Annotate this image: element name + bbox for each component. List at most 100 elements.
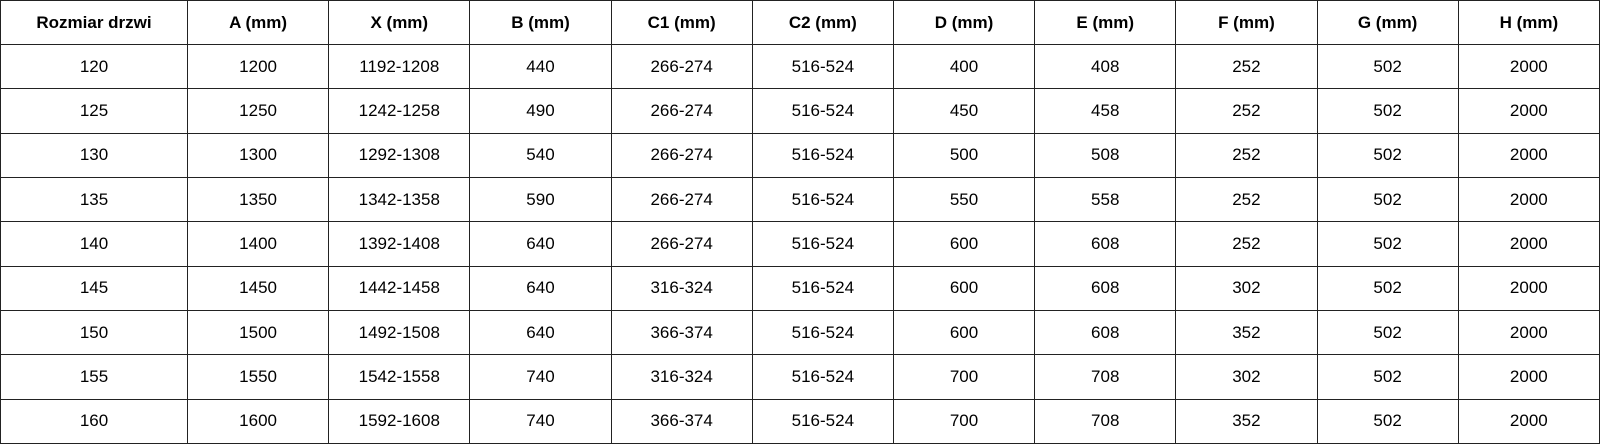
table-cell: 252 <box>1175 43 1318 90</box>
column-header: C2 (mm) <box>751 0 894 45</box>
table-cell: 2000 <box>1457 176 1600 223</box>
table-cell: 502 <box>1316 265 1459 311</box>
table-cell: 708 <box>1034 398 1177 444</box>
table-cell: 2000 <box>1457 88 1600 134</box>
table-cell: 266-274 <box>610 88 753 134</box>
table-cell: 150 <box>0 309 188 356</box>
table-row: 145 1450 1442-1458 640 316-324 516-524 600 608 3… <box>0 265 1600 311</box>
table-cell: 130 <box>0 132 188 178</box>
table-cell: 1242-1258 <box>328 88 471 134</box>
column-header: X (mm) <box>328 0 471 45</box>
table-cell: 266-274 <box>610 176 753 223</box>
table-row: 125 1250 1242-1258 490 266-274 516-524 450 458 2… <box>0 88 1600 134</box>
table-cell: 700 <box>892 398 1036 444</box>
table-cell: 1442-1458 <box>328 265 471 311</box>
table-cell: 516-524 <box>751 265 894 311</box>
table-cell: 502 <box>1316 43 1459 90</box>
table-cell: 1292-1308 <box>328 132 471 178</box>
table-row: 160 1600 1592-1608 740 366-374 516-524 700 708 3… <box>0 398 1600 444</box>
table-cell: 590 <box>469 176 612 223</box>
table-cell: 366-374 <box>610 309 753 356</box>
table-cell: 502 <box>1316 88 1459 134</box>
table-cell: 2000 <box>1457 265 1600 311</box>
table-cell: 352 <box>1175 398 1318 444</box>
table-cell: 1192-1208 <box>328 43 471 90</box>
table-cell: 2000 <box>1457 221 1600 267</box>
table-cell: 252 <box>1175 88 1318 134</box>
table-cell: 316-324 <box>610 354 753 400</box>
table-cell: 302 <box>1175 354 1318 400</box>
table-cell: 135 <box>0 176 188 223</box>
table-cell: 740 <box>469 398 612 444</box>
column-header: F (mm) <box>1175 0 1318 45</box>
table-cell: 125 <box>0 88 188 134</box>
table-cell: 502 <box>1316 398 1459 444</box>
table-cell: 2000 <box>1457 43 1600 90</box>
table-cell: 352 <box>1175 309 1318 356</box>
table-cell: 540 <box>469 132 612 178</box>
table-cell: 2000 <box>1457 354 1600 400</box>
table-cell: 1250 <box>186 88 330 134</box>
table-cell: 1350 <box>186 176 330 223</box>
table-cell: 2000 <box>1457 398 1600 444</box>
table-row: 120 1200 1192-1208 440 266-274 516-524 400 408 2… <box>0 43 1600 90</box>
table-cell: 316-324 <box>610 265 753 311</box>
table-cell: 502 <box>1316 176 1459 223</box>
table-cell: 302 <box>1175 265 1318 311</box>
table-cell: 640 <box>469 265 612 311</box>
table-cell: 1600 <box>186 398 330 444</box>
table-cell: 1450 <box>186 265 330 311</box>
table-cell: 120 <box>0 43 188 90</box>
table-cell: 266-274 <box>610 43 753 90</box>
table-cell: 558 <box>1034 176 1177 223</box>
table-cell: 516-524 <box>751 354 894 400</box>
table-row: 130 1300 1292-1308 540 266-274 516-524 500 508 2… <box>0 132 1600 178</box>
table-cell: 608 <box>1034 309 1177 356</box>
table-cell: 408 <box>1034 43 1177 90</box>
table-cell: 160 <box>0 398 188 444</box>
column-header: B (mm) <box>469 0 612 45</box>
table-cell: 266-274 <box>610 221 753 267</box>
table-cell: 502 <box>1316 132 1459 178</box>
column-header: G (mm) <box>1316 0 1459 45</box>
table-cell: 1400 <box>186 221 330 267</box>
column-header: Rozmiar drzwi <box>0 0 188 45</box>
table-cell: 2000 <box>1457 309 1600 356</box>
table-cell: 1592-1608 <box>328 398 471 444</box>
table-cell: 516-524 <box>751 43 894 90</box>
table-cell: 600 <box>892 221 1036 267</box>
table-cell: 700 <box>892 354 1036 400</box>
table-cell: 1342-1358 <box>328 176 471 223</box>
table-cell: 458 <box>1034 88 1177 134</box>
table-cell: 708 <box>1034 354 1177 400</box>
table-cell: 1542-1558 <box>328 354 471 400</box>
table-cell: 140 <box>0 221 188 267</box>
table-cell: 640 <box>469 309 612 356</box>
table-cell: 1200 <box>186 43 330 90</box>
table-cell: 502 <box>1316 221 1459 267</box>
table-cell: 516-524 <box>751 176 894 223</box>
table-cell: 600 <box>892 265 1036 311</box>
table-cell: 516-524 <box>751 398 894 444</box>
table-cell: 516-524 <box>751 132 894 178</box>
column-header: C1 (mm) <box>610 0 753 45</box>
column-header: A (mm) <box>186 0 330 45</box>
column-header: H (mm) <box>1457 0 1600 45</box>
table-cell: 252 <box>1175 132 1318 178</box>
table-cell: 252 <box>1175 176 1318 223</box>
table-cell: 508 <box>1034 132 1177 178</box>
table-cell: 608 <box>1034 265 1177 311</box>
table-cell: 502 <box>1316 309 1459 356</box>
table-cell: 600 <box>892 309 1036 356</box>
table-row: 140 1400 1392-1408 640 266-274 516-524 600 608 2… <box>0 221 1600 267</box>
table-cell: 1392-1408 <box>328 221 471 267</box>
table-cell: 1550 <box>186 354 330 400</box>
table-cell: 550 <box>892 176 1036 223</box>
table-cell: 440 <box>469 43 612 90</box>
column-header: D (mm) <box>892 0 1036 45</box>
column-header: E (mm) <box>1034 0 1177 45</box>
table-cell: 502 <box>1316 354 1459 400</box>
table-cell: 1300 <box>186 132 330 178</box>
table-row: 150 1500 1492-1508 640 366-374 516-524 600 608 3… <box>0 309 1600 356</box>
